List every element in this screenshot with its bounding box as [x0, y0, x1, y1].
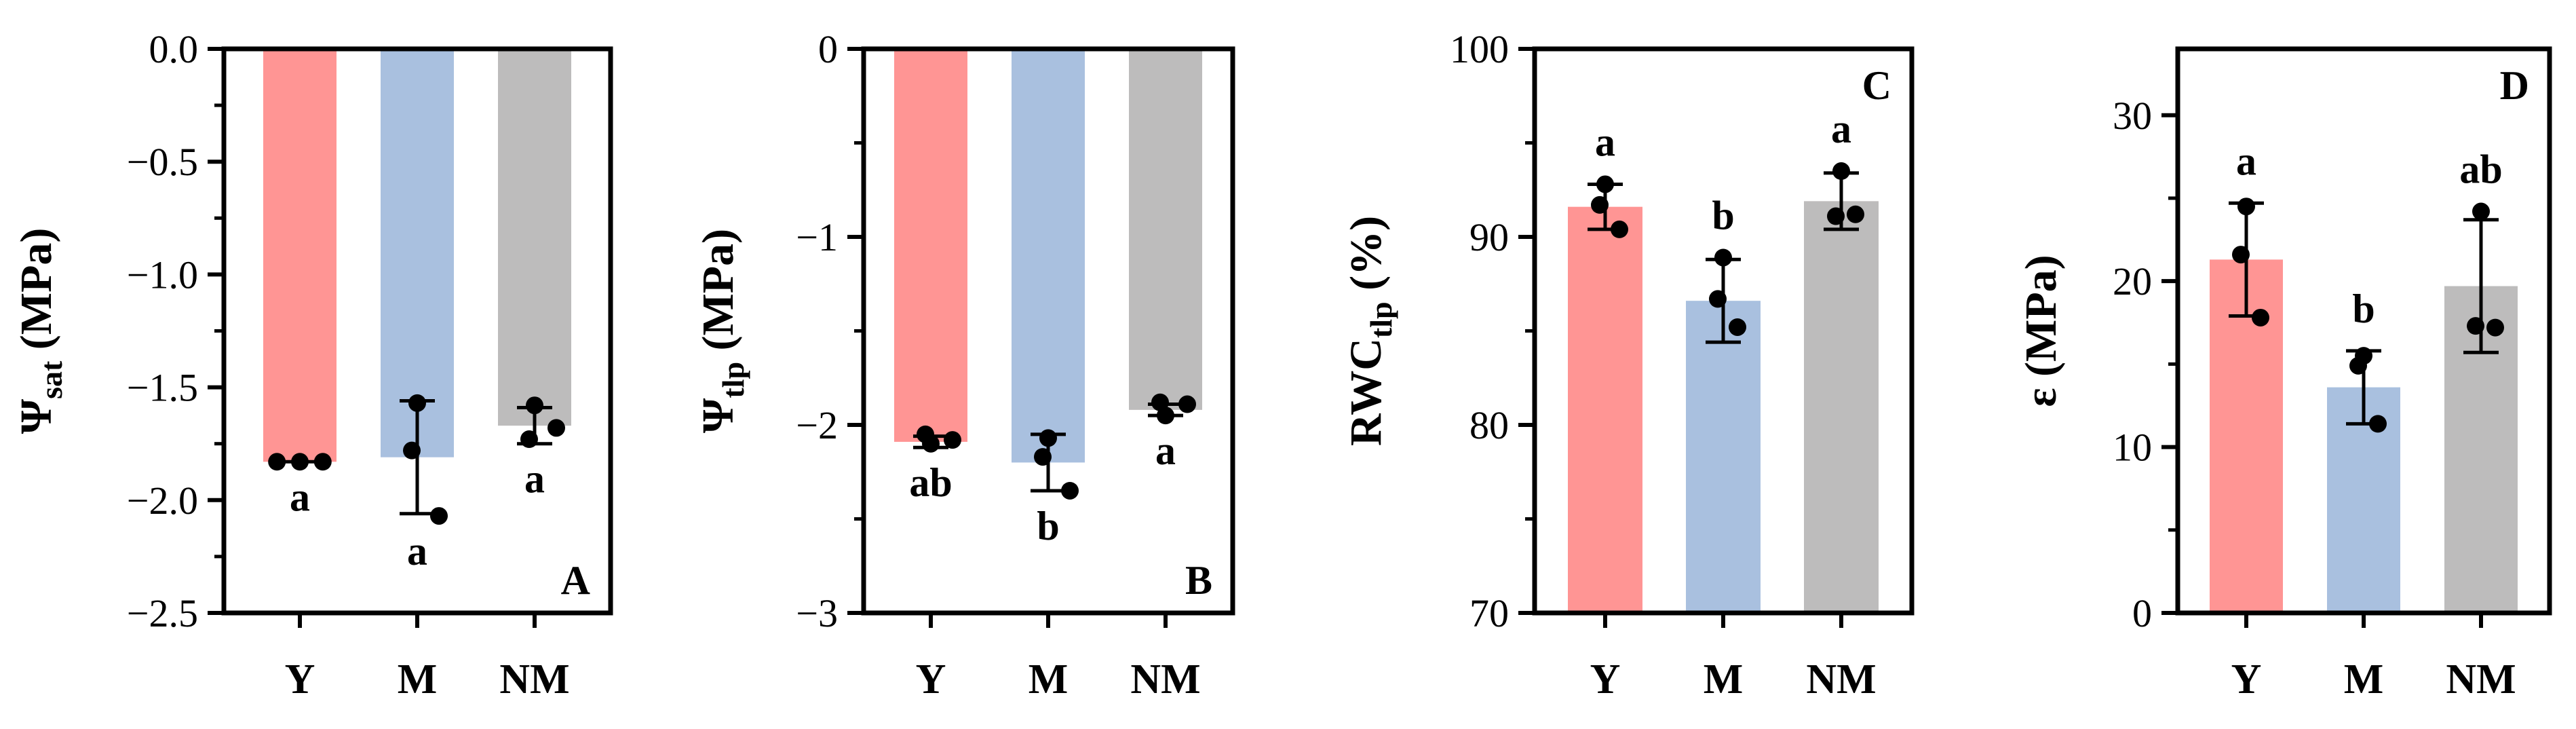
bar-nm: [498, 49, 571, 426]
y-tick-label: 10: [2113, 426, 2152, 470]
significance-letter: b: [1712, 193, 1734, 238]
significance-letter: ab: [909, 460, 952, 505]
data-point: [1611, 220, 1628, 238]
data-point: [526, 396, 543, 415]
data-point: [2467, 317, 2484, 335]
data-point: [2369, 415, 2387, 433]
y-tick-label: −3: [796, 591, 838, 635]
y-axis-label: RWCtlp (%): [1341, 216, 1398, 446]
bar-y: [894, 49, 967, 442]
data-point: [1714, 248, 1732, 267]
y-tick-label: −2.0: [127, 479, 198, 523]
data-point: [917, 425, 934, 443]
y-tick-label: 20: [2113, 259, 2152, 303]
y-tick-label: 30: [2113, 94, 2152, 138]
data-point: [1729, 318, 1746, 336]
significance-letter: a: [524, 457, 545, 502]
significance-letter: a: [1155, 428, 1176, 473]
panel-label: D: [2500, 63, 2529, 108]
bar-y: [263, 49, 337, 462]
significance-letter: b: [2352, 286, 2375, 331]
data-point: [1178, 395, 1196, 413]
x-tick-label-m: M: [2344, 656, 2384, 703]
bar-m: [381, 49, 454, 457]
data-point: [1151, 393, 1169, 411]
y-tick-label: 90: [1469, 215, 1509, 259]
bar-y: [2210, 259, 2283, 613]
data-point: [2232, 246, 2250, 264]
bar-nm: [1129, 49, 1202, 410]
data-point: [2237, 198, 2255, 216]
panel-label: B: [1185, 558, 1212, 603]
x-tick-label-y: Y: [285, 656, 315, 703]
data-point: [2349, 356, 2367, 375]
y-tick-label: 0: [2132, 591, 2152, 635]
panel-label: A: [561, 558, 590, 603]
y-tick-label: −1.5: [127, 366, 198, 410]
data-point: [268, 453, 286, 471]
x-tick-label-nm: NM: [1806, 656, 1876, 703]
data-point: [1832, 162, 1850, 181]
y-tick-label: 100: [1450, 27, 1509, 71]
data-point: [1039, 429, 1057, 447]
data-point: [408, 394, 426, 412]
data-point: [520, 430, 538, 449]
data-point: [1034, 448, 1052, 466]
y-tick-label: 0.0: [149, 27, 199, 71]
x-tick-label-y: Y: [916, 656, 946, 703]
panel-label: C: [1862, 63, 1891, 108]
y-axis-label: Ψsat (MPa): [12, 228, 69, 434]
data-point: [2252, 308, 2269, 326]
y-axis-label: ε (MPa): [2016, 255, 2066, 407]
data-point: [2472, 202, 2490, 221]
y-tick-label: −0.5: [127, 140, 198, 184]
data-point: [944, 431, 961, 449]
data-point: [1596, 175, 1614, 193]
data-point: [1061, 481, 1079, 500]
significance-letter: a: [407, 529, 427, 574]
data-point: [1591, 195, 1609, 214]
significance-letter: a: [290, 474, 310, 519]
x-tick-label-nm: NM: [499, 656, 569, 703]
y-tick-label: −2: [796, 403, 838, 447]
panel-b: 0 −1 −2 −3 Y M NM ab b a B Ψtlp (MPa): [693, 27, 1235, 703]
x-tick-label-m: M: [1029, 656, 1069, 703]
data-point: [1827, 207, 1845, 225]
data-point: [547, 419, 565, 437]
significance-letter: b: [1037, 504, 1059, 548]
significance-letter: a: [1595, 119, 1615, 164]
bar-m: [1686, 301, 1761, 613]
y-axis-label: Ψtlp (MPa): [693, 229, 750, 433]
data-point: [1847, 205, 1864, 223]
x-tick-label-nm: NM: [1130, 656, 1200, 703]
bar-m: [1012, 49, 1085, 463]
y-tick-label: 70: [1469, 591, 1509, 635]
data-point: [403, 441, 421, 460]
data-point: [313, 453, 332, 471]
data-point: [291, 453, 309, 471]
y-tick-label: 0: [818, 27, 838, 71]
x-tick-label-y: Y: [2231, 656, 2262, 703]
data-point: [1709, 290, 1727, 308]
significance-letter: ab: [2459, 147, 2502, 192]
significance-letter: a: [2236, 138, 2256, 183]
y-tick-label: −2.5: [127, 591, 198, 635]
x-tick-label-m: M: [398, 656, 438, 703]
data-point: [430, 507, 448, 525]
x-tick-label-m: M: [1704, 656, 1744, 703]
y-tick-label: 80: [1469, 403, 1509, 447]
x-tick-label-nm: NM: [2446, 656, 2516, 703]
data-point: [2486, 318, 2504, 337]
bar-y: [1568, 206, 1642, 613]
y-tick-label: −1: [796, 215, 838, 259]
x-tick-label-y: Y: [1590, 656, 1621, 703]
y-tick-label: −1.0: [127, 253, 198, 297]
bar-nm: [1804, 201, 1879, 613]
panel-a: 0.0 −0.5 −1.0 −1.5 −2.0 −2.5 Y M NM a a a A Ψsat (MPa…: [12, 27, 613, 703]
significance-letter: a: [1831, 107, 1851, 151]
